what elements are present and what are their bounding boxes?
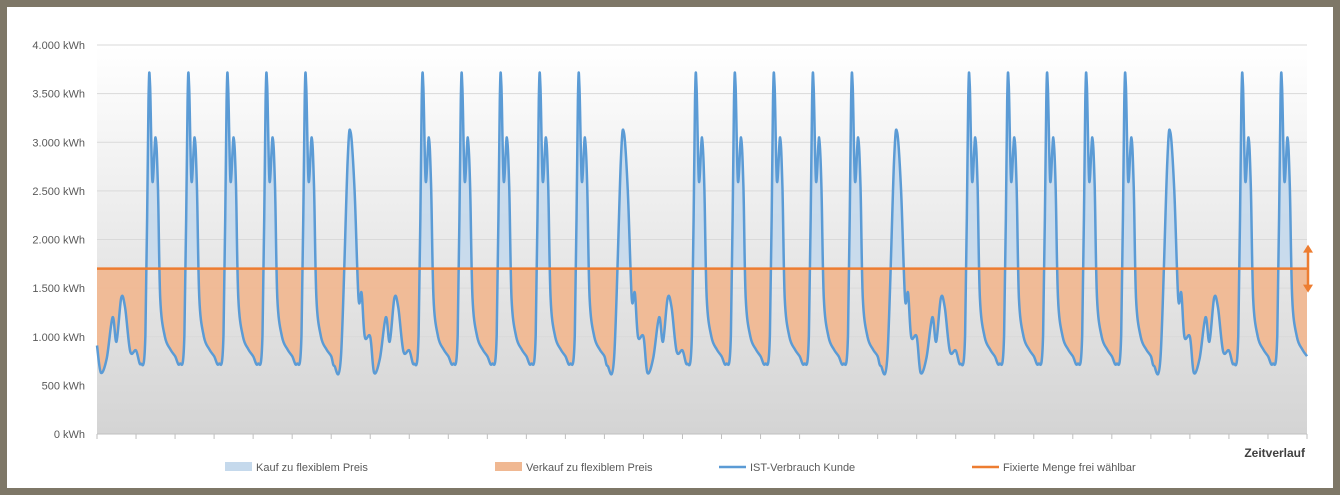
y-tick-label: 2.500 kWh xyxy=(32,186,85,198)
y-axis: 0 kWh 500 kWh 1.000 kWh 1.500 kWh 2.000 kWh 2… xyxy=(32,40,85,441)
legend-swatch xyxy=(225,462,252,471)
legend-label: IST-Verbrauch Kunde xyxy=(750,462,855,474)
legend-label: Fixierte Menge frei wählbar xyxy=(1003,462,1136,474)
x-axis xyxy=(96,433,1308,439)
y-tick-label: 500 kWh xyxy=(42,380,85,392)
consumption-line xyxy=(95,71,1309,376)
y-tick-label: 4.000 kWh xyxy=(32,40,85,52)
arrow-up-icon xyxy=(1303,244,1313,253)
legend-label: Verkauf zu flexiblem Preis xyxy=(526,462,653,474)
x-axis-title: Zeitverlauf xyxy=(1244,446,1306,460)
y-tick-label: 1.000 kWh xyxy=(32,332,85,344)
y-tick-label: 1.500 kWh xyxy=(32,283,85,295)
legend: Kauf zu flexiblem Preis Verkauf zu flexib… xyxy=(225,462,1136,474)
y-tick-label: 3.000 kWh xyxy=(32,137,85,149)
consumption-chart: 0 kWh 500 kWh 1.000 kWh 1.500 kWh 2.000 kWh 2… xyxy=(32,40,1313,474)
legend-label: Kauf zu flexiblem Preis xyxy=(256,462,368,474)
adjust-arrow-icon[interactable] xyxy=(1303,244,1313,293)
y-tick-label: 0 kWh xyxy=(54,429,85,441)
legend-swatch xyxy=(495,462,522,471)
y-tick-label: 3.500 kWh xyxy=(32,89,85,101)
y-tick-label: 2.000 kWh xyxy=(32,235,85,247)
arrow-down-icon xyxy=(1303,284,1313,293)
